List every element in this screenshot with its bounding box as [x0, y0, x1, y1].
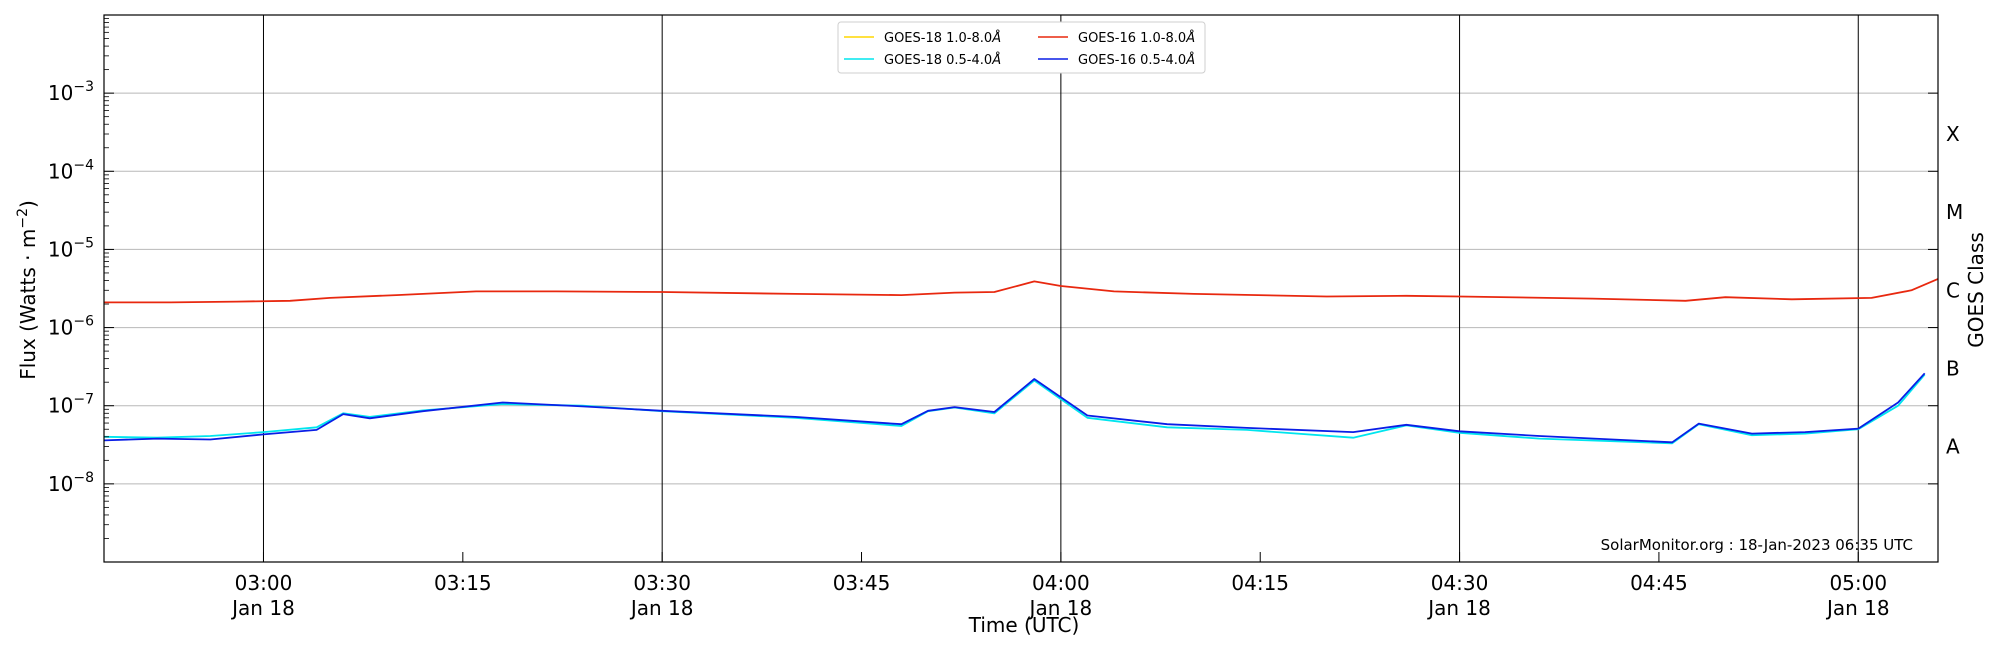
x-axis-title: Time (UTC) — [968, 613, 1080, 637]
y-tick-label: 10−5 — [48, 235, 94, 261]
right-axis-title: GOES Class — [1964, 232, 1988, 348]
legend-series-name: GOES-18 0.5-4.0 — [884, 53, 992, 68]
legend-label: GOES-18 1.0-8.0Å — [884, 30, 1001, 46]
x-tick-date: Jan 18 — [1426, 596, 1491, 620]
y-tick-label: 10−3 — [48, 79, 94, 105]
y-tick-exponent: −4 — [73, 157, 94, 173]
x-tick-label: 04:00 — [1032, 571, 1090, 595]
grid-lines — [104, 92, 1938, 485]
x-tick-label: 03:15 — [434, 571, 492, 595]
y-tick-base: 10 — [48, 159, 73, 183]
y-tick-label: 10−8 — [48, 470, 94, 496]
x-tick-label: 05:00 — [1829, 571, 1887, 595]
goes-class-label: B — [1946, 356, 1960, 380]
credit-text: SolarMonitor.org : 18-Jan-2023 06:35 UTC — [1601, 536, 1913, 554]
x-tick-label: 03:45 — [833, 571, 891, 595]
y-tick-exponent: −6 — [73, 314, 94, 330]
goes-class-label: C — [1946, 278, 1960, 302]
legend-label: GOES-16 1.0-8.0Å — [1078, 30, 1195, 46]
x-tick-date: Jan 18 — [230, 596, 295, 620]
goes-class-label: A — [1946, 435, 1960, 459]
x-tick-date: Jan 18 — [1028, 596, 1093, 620]
legend-label: GOES-18 0.5-4.0Å — [884, 52, 1001, 68]
y-tick-base: 10 — [48, 316, 73, 340]
legend-series-name: GOES-18 1.0-8.0 — [884, 31, 992, 46]
x-tick-date: Jan 18 — [629, 596, 694, 620]
x-tick-date: Jan 18 — [1825, 596, 1890, 620]
plot-frame — [103, 14, 1939, 563]
series-line-3 — [103, 372, 1926, 444]
series-line-1 — [103, 374, 1926, 445]
y-tick-label: 10−6 — [48, 314, 94, 340]
y-tick-exponent: −7 — [73, 392, 94, 408]
legend-angstrom-unit: Å — [1185, 52, 1195, 68]
legend-label: GOES-16 0.5-4.0Å — [1078, 52, 1195, 68]
day-divider-lines — [262, 15, 1859, 562]
y-axis: 10−810−710−610−510−410−3 — [48, 18, 1938, 539]
legend-box — [837, 21, 1206, 74]
y-tick-exponent: −5 — [73, 235, 94, 251]
goes-class-label: X — [1946, 122, 1960, 146]
y-tick-base: 10 — [48, 472, 73, 496]
x-tick-label: 04:15 — [1231, 571, 1289, 595]
y-tick-exponent: −8 — [73, 470, 94, 486]
goes-class-axis: A B C M X — [1946, 122, 1963, 459]
x-tick-label: 03:00 — [235, 571, 293, 595]
x-tick-label: 04:45 — [1630, 571, 1688, 595]
y-tick-label: 10−7 — [48, 392, 94, 418]
legend-angstrom-unit: Å — [991, 30, 1001, 46]
y-tick-base: 10 — [48, 237, 73, 261]
y-tick-base: 10 — [48, 394, 73, 418]
legend-angstrom-unit: Å — [991, 52, 1001, 68]
series-line-2 — [104, 278, 1939, 304]
goes-class-label: M — [1946, 200, 1963, 224]
legend-angstrom-unit: Å — [1185, 30, 1195, 46]
x-tick-label: 03:30 — [633, 571, 691, 595]
series-lines — [103, 278, 1939, 445]
legend-series-name: GOES-16 1.0-8.0 — [1078, 31, 1186, 46]
y-tick-exponent: −3 — [73, 79, 94, 95]
y-tick-base: 10 — [48, 81, 73, 105]
legend-series-name: GOES-16 0.5-4.0 — [1078, 53, 1186, 68]
x-tick-label: 04:30 — [1431, 571, 1489, 595]
y-tick-label: 10−4 — [48, 157, 94, 183]
y-axis-title-exponent: −2 — [15, 208, 31, 229]
y-axis-title: Flux (Watts · m−2) — [15, 200, 40, 380]
